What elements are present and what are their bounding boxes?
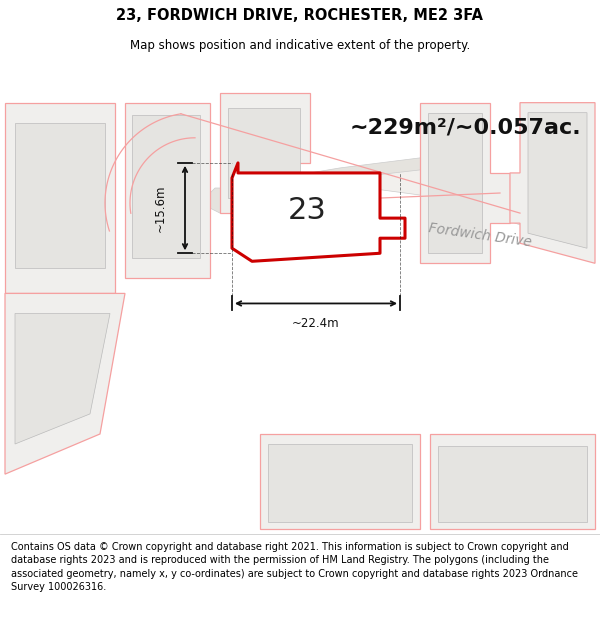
- Polygon shape: [420, 102, 510, 263]
- Polygon shape: [200, 158, 590, 243]
- Polygon shape: [428, 112, 482, 253]
- Polygon shape: [220, 92, 310, 213]
- Polygon shape: [255, 178, 375, 243]
- Polygon shape: [225, 170, 575, 238]
- Text: Contains OS data © Crown copyright and database right 2021. This information is : Contains OS data © Crown copyright and d…: [11, 542, 578, 592]
- Polygon shape: [268, 444, 412, 522]
- Polygon shape: [5, 293, 125, 474]
- Polygon shape: [5, 102, 115, 293]
- Polygon shape: [15, 122, 105, 268]
- Text: Fordwich Drive: Fordwich Drive: [428, 221, 532, 249]
- Polygon shape: [132, 115, 200, 258]
- Polygon shape: [510, 102, 595, 263]
- Text: ~15.6m: ~15.6m: [154, 184, 167, 232]
- Polygon shape: [438, 446, 587, 522]
- Polygon shape: [260, 434, 420, 529]
- Polygon shape: [125, 102, 210, 278]
- Polygon shape: [528, 112, 587, 248]
- Polygon shape: [232, 163, 405, 261]
- Text: Map shows position and indicative extent of the property.: Map shows position and indicative extent…: [130, 39, 470, 51]
- Polygon shape: [228, 107, 300, 198]
- Polygon shape: [430, 434, 595, 529]
- Text: ~229m²/~0.057ac.: ~229m²/~0.057ac.: [350, 118, 581, 138]
- Text: 23: 23: [287, 196, 326, 224]
- Text: ~22.4m: ~22.4m: [292, 317, 340, 330]
- Text: 23, FORDWICH DRIVE, ROCHESTER, ME2 3FA: 23, FORDWICH DRIVE, ROCHESTER, ME2 3FA: [116, 8, 484, 23]
- Polygon shape: [15, 314, 110, 444]
